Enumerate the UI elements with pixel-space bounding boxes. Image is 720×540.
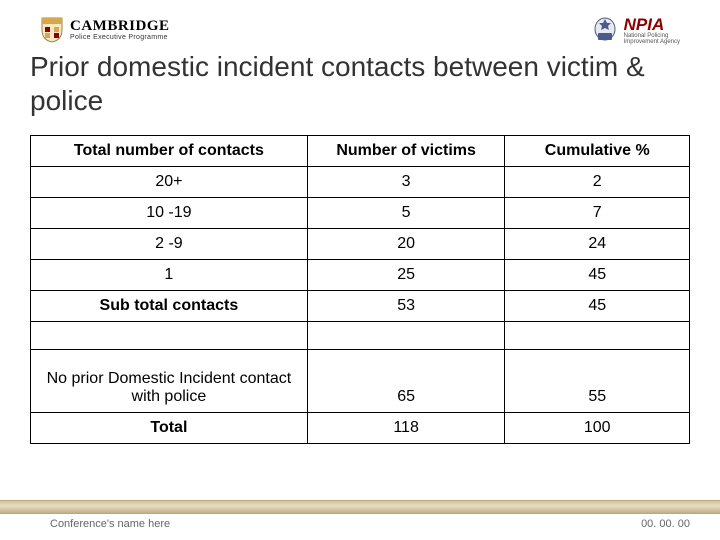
header-cumulative: Cumulative % bbox=[505, 136, 690, 167]
table-cell: 1 bbox=[31, 260, 308, 291]
table-cell: Total bbox=[31, 413, 308, 444]
table-cell: 45 bbox=[505, 260, 690, 291]
table-row: 20+32 bbox=[31, 167, 690, 198]
npia-logo-subtext2: Improvement Agency bbox=[624, 39, 680, 45]
table-row: 2 -92024 bbox=[31, 229, 690, 260]
header-victims: Number of victims bbox=[307, 136, 505, 167]
data-table: Total number of contacts Number of victi… bbox=[30, 135, 690, 444]
cambridge-logo-subtext: Police Executive Programme bbox=[70, 34, 170, 41]
slide-title: Prior domestic incident contacts between… bbox=[0, 50, 720, 127]
npia-logo-text: NPIA bbox=[624, 16, 680, 33]
table-row: Sub total contacts5345 bbox=[31, 291, 690, 322]
table-cell: 5 bbox=[307, 198, 505, 229]
table-cell bbox=[505, 322, 690, 350]
table-cell: 65 bbox=[307, 350, 505, 413]
table-cell: 55 bbox=[505, 350, 690, 413]
table-cell: 53 bbox=[307, 291, 505, 322]
table-cell: Sub total contacts bbox=[31, 291, 308, 322]
table-header-row: Total number of contacts Number of victi… bbox=[31, 136, 690, 167]
table-row: Total118100 bbox=[31, 413, 690, 444]
footer-date: 00. 00. 00 bbox=[641, 518, 690, 530]
npia-logo: NPIA National Policing Improvement Agenc… bbox=[592, 15, 680, 45]
table-cell: 20+ bbox=[31, 167, 308, 198]
table-cell: 3 bbox=[307, 167, 505, 198]
table-cell: 10 -19 bbox=[31, 198, 308, 229]
table-cell: 25 bbox=[307, 260, 505, 291]
table-cell: 20 bbox=[307, 229, 505, 260]
table-row: No prior Domestic Incident contact with … bbox=[31, 350, 690, 413]
table-cell: 2 bbox=[505, 167, 690, 198]
table-cell: No prior Domestic Incident contact with … bbox=[31, 350, 308, 413]
table-cell: 2 -9 bbox=[31, 229, 308, 260]
table-row: 10 -1957 bbox=[31, 198, 690, 229]
table-cell bbox=[31, 322, 308, 350]
cambridge-logo: CAMBRIDGE Police Executive Programme bbox=[40, 16, 170, 44]
header-contacts: Total number of contacts bbox=[31, 136, 308, 167]
table-container: Total number of contacts Number of victi… bbox=[0, 127, 720, 444]
table-cell: 24 bbox=[505, 229, 690, 260]
table-cell: 118 bbox=[307, 413, 505, 444]
table-cell: 100 bbox=[505, 413, 690, 444]
table-cell: 7 bbox=[505, 198, 690, 229]
footer-bar bbox=[0, 500, 720, 514]
cambridge-logo-text: CAMBRIDGE bbox=[70, 19, 170, 34]
slide-footer: Conference's name here 00. 00. 00 bbox=[0, 500, 720, 540]
table-cell: 45 bbox=[505, 291, 690, 322]
footer-conference-name: Conference's name here bbox=[50, 518, 170, 530]
cambridge-crest-icon bbox=[40, 16, 64, 44]
table-spacer-row bbox=[31, 322, 690, 350]
header-logos: CAMBRIDGE Police Executive Programme NPI… bbox=[0, 0, 720, 50]
npia-crest-icon bbox=[592, 15, 618, 45]
table-row: 12545 bbox=[31, 260, 690, 291]
table-cell bbox=[307, 322, 505, 350]
